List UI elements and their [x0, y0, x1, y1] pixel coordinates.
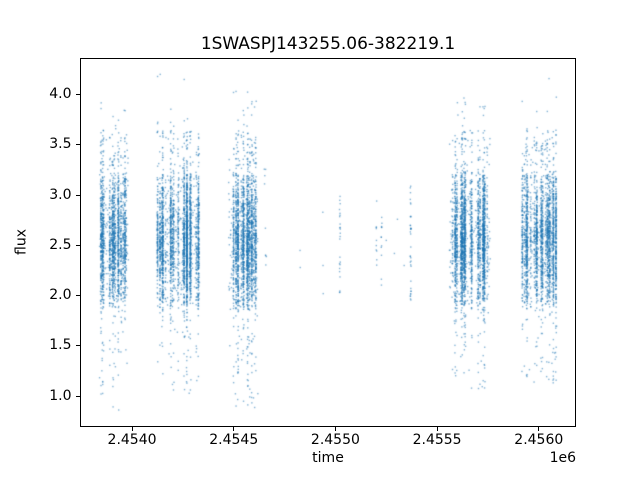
x-tick-label: 2.4550: [310, 431, 360, 448]
y-axis-label: flux: [13, 229, 30, 255]
x-axis-label: time: [312, 450, 344, 466]
y-tick-mark: [76, 295, 80, 297]
x-tick-mark: [436, 427, 438, 432]
x-axis-offset-label: 1e6: [549, 450, 576, 466]
y-tick-label: 3.0: [49, 186, 72, 203]
y-tick-mark: [76, 345, 80, 347]
x-tick-label: 2.4555: [412, 431, 462, 448]
plot-area: [80, 57, 576, 428]
y-tick-mark: [76, 144, 80, 146]
y-tick-mark: [76, 94, 80, 96]
x-tick-label: 2.4560: [514, 431, 564, 448]
y-tick-label: 1.0: [49, 387, 72, 404]
x-tick-label: 2.4545: [209, 431, 259, 448]
y-tick-label: 1.5: [49, 337, 72, 354]
y-tick-mark: [76, 395, 80, 397]
y-tick-label: 2.0: [49, 287, 72, 304]
x-tick-mark: [233, 427, 235, 432]
y-tick-label: 3.5: [49, 136, 72, 153]
y-tick-mark: [76, 194, 80, 196]
x-tick-mark: [538, 427, 540, 432]
y-tick-mark: [76, 244, 80, 246]
y-tick-label: 2.5: [49, 236, 72, 253]
x-tick-label: 2.4540: [107, 431, 157, 448]
x-tick-mark: [334, 427, 336, 432]
chart-title: 1SWASPJ143255.06-382219.1: [200, 34, 456, 54]
y-tick-label: 4.0: [49, 86, 72, 103]
x-tick-mark: [131, 427, 133, 432]
